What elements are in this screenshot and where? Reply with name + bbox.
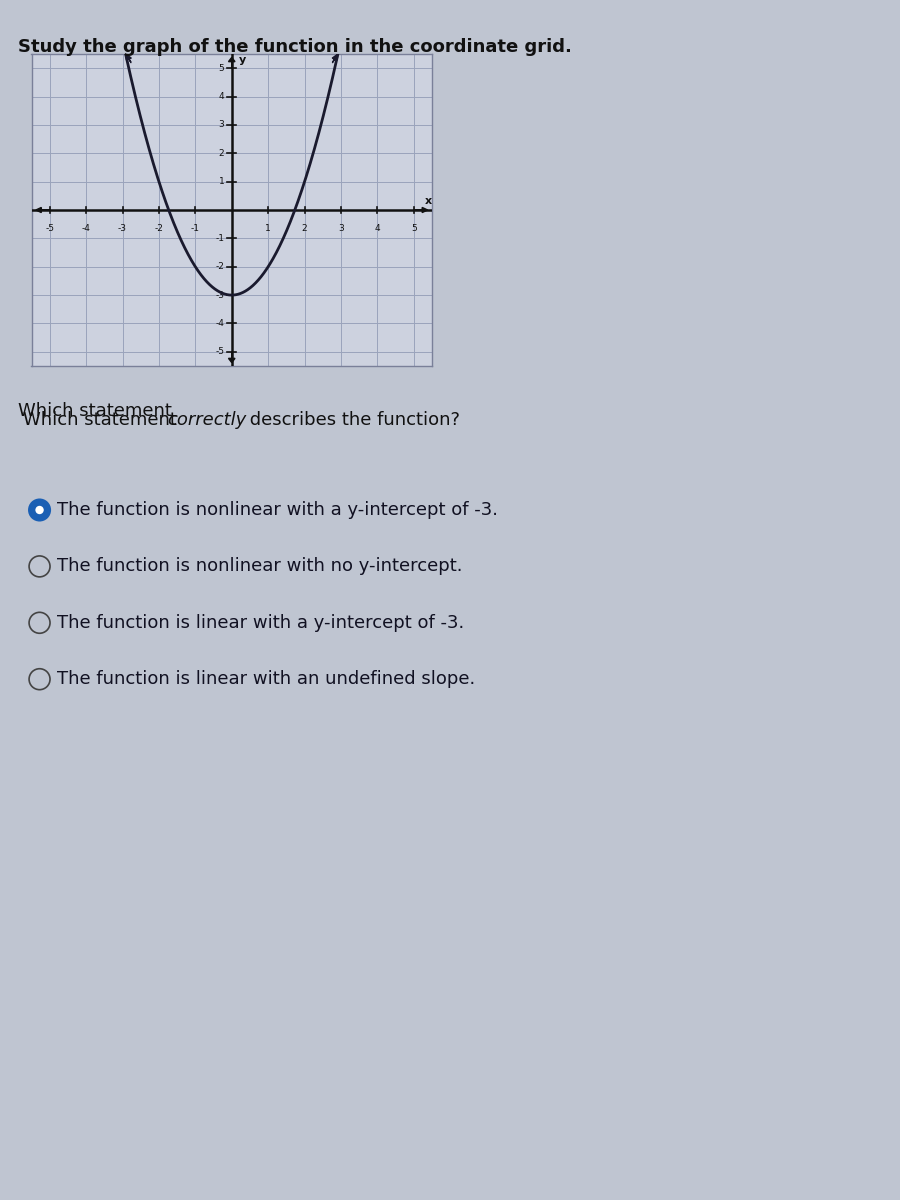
Text: 5: 5 (219, 64, 224, 73)
Text: x: x (425, 197, 432, 206)
Text: y: y (239, 55, 247, 65)
Text: 1: 1 (266, 224, 271, 233)
Text: 3: 3 (338, 224, 344, 233)
Text: 3: 3 (219, 120, 224, 130)
Text: -1: -1 (191, 224, 200, 233)
Text: 4: 4 (374, 224, 380, 233)
Text: -2: -2 (155, 224, 164, 233)
Text: -5: -5 (45, 224, 54, 233)
Text: 1: 1 (219, 178, 224, 186)
Ellipse shape (29, 499, 50, 521)
FancyArrow shape (36, 208, 50, 212)
FancyArrow shape (229, 58, 235, 68)
Text: -4: -4 (216, 319, 224, 328)
Text: -2: -2 (216, 263, 224, 271)
Text: 2: 2 (219, 149, 224, 157)
Text: The function is nonlinear with no y-intercept.: The function is nonlinear with no y-inte… (57, 557, 463, 575)
Text: -4: -4 (82, 224, 91, 233)
Text: -5: -5 (215, 347, 224, 356)
Text: -1: -1 (215, 234, 224, 242)
FancyArrow shape (229, 352, 235, 362)
FancyArrow shape (332, 54, 338, 62)
FancyArrow shape (414, 208, 427, 212)
Text: 4: 4 (219, 92, 224, 101)
Ellipse shape (35, 506, 44, 514)
Text: Which statement: Which statement (18, 402, 177, 420)
Text: correctly: correctly (166, 410, 246, 428)
Text: -3: -3 (118, 224, 127, 233)
Text: 5: 5 (411, 224, 417, 233)
FancyArrow shape (126, 54, 131, 62)
Text: describes the function?: describes the function? (244, 410, 460, 428)
Text: Study the graph of the function in the coordinate grid.: Study the graph of the function in the c… (18, 38, 572, 56)
Text: The function is linear with an undefined slope.: The function is linear with an undefined… (57, 670, 475, 688)
Text: -3: -3 (215, 290, 224, 300)
Text: 2: 2 (302, 224, 308, 233)
Text: The function is linear with a y-intercept of -3.: The function is linear with a y-intercep… (57, 613, 464, 631)
Text: The function is nonlinear with a y-intercept of -3.: The function is nonlinear with a y-inter… (57, 502, 498, 518)
Text: Which statement: Which statement (22, 410, 183, 428)
